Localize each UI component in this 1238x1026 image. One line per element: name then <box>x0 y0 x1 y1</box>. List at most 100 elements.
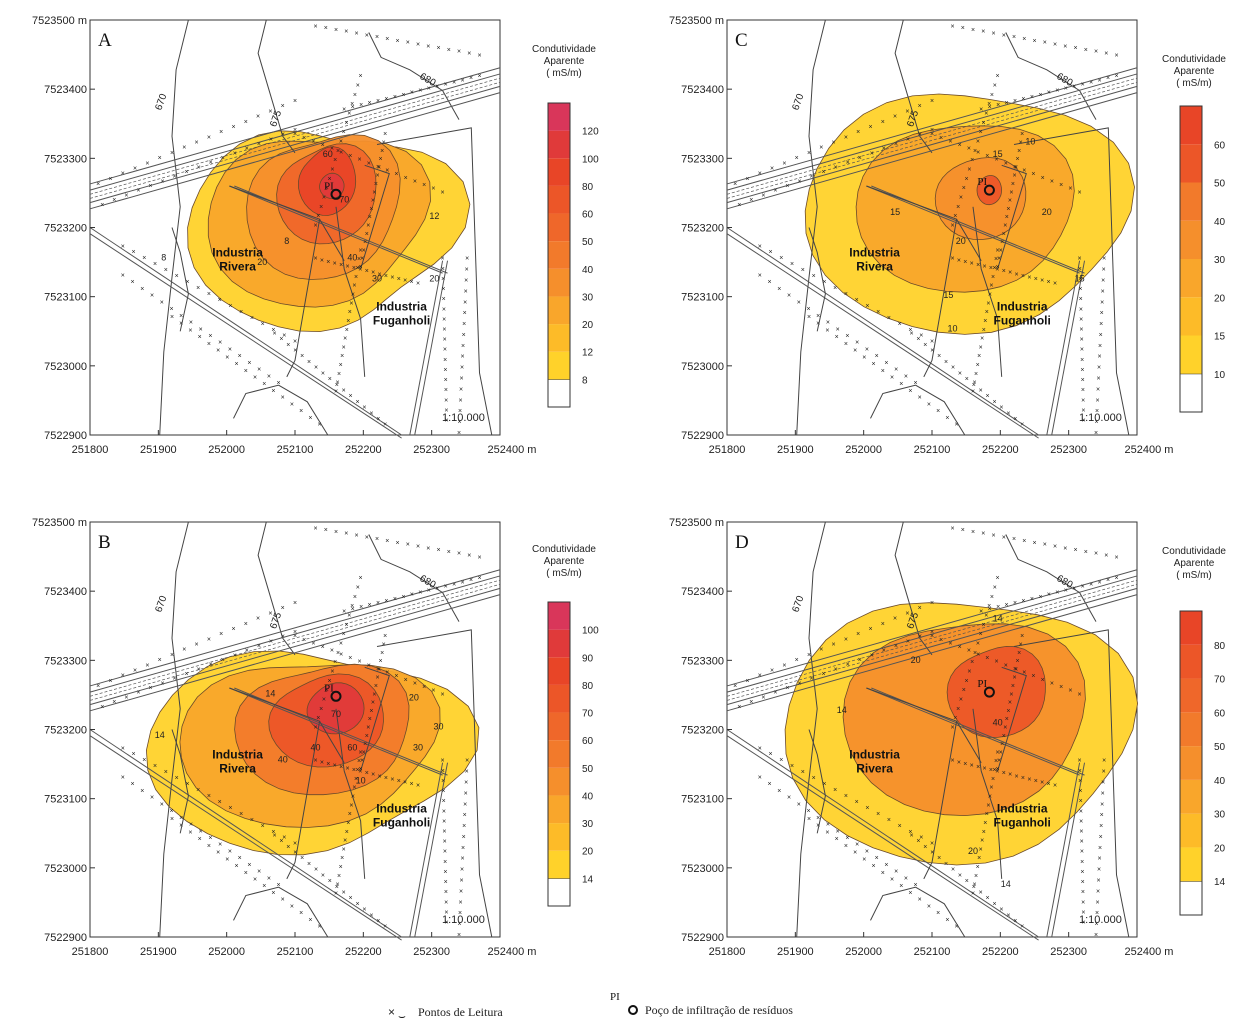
reading-point-mark: × <box>971 27 975 34</box>
reading-point-mark: × <box>986 802 990 809</box>
x-tick-label: 252200 <box>345 444 382 456</box>
reading-point-mark: × <box>130 279 134 286</box>
reading-point-mark: × <box>833 285 837 292</box>
reading-point-mark: × <box>1096 888 1100 895</box>
industry-rivera-label: Rivera <box>856 762 893 776</box>
reading-point-mark: × <box>1079 296 1083 303</box>
reading-point-mark: × <box>403 277 407 284</box>
reading-point-mark: × <box>988 291 992 298</box>
reading-point-mark: × <box>374 683 378 690</box>
reading-point-mark: × <box>930 841 934 848</box>
reading-point-mark: × <box>179 313 183 320</box>
reading-point-mark: × <box>333 260 337 267</box>
reading-point-mark: × <box>1013 918 1017 925</box>
reading-point-mark: × <box>999 247 1003 254</box>
legend-level-label: 50 <box>1214 742 1226 753</box>
reading-point-mark: × <box>855 842 859 849</box>
reading-point-mark: × <box>436 45 440 52</box>
reading-point-mark: × <box>904 373 908 380</box>
reading-point-mark: × <box>970 157 974 164</box>
reading-point-mark: × <box>1098 579 1102 586</box>
reading-point-mark: × <box>797 299 801 306</box>
reading-point-mark: × <box>160 299 164 306</box>
reading-point-mark: × <box>461 845 465 852</box>
reading-point-mark: × <box>371 270 375 277</box>
reading-point-mark: × <box>321 142 325 149</box>
legend-swatch <box>1180 678 1202 713</box>
reading-point-mark: × <box>1072 83 1076 90</box>
reading-point-mark: × <box>1080 367 1084 374</box>
legend-swatch <box>1180 847 1202 882</box>
reading-point-mark: × <box>343 838 347 845</box>
reading-point-mark: × <box>108 678 112 685</box>
reading-point-mark: × <box>955 924 959 931</box>
reading-point-mark: × <box>987 101 991 108</box>
reading-point-mark: × <box>1013 416 1017 423</box>
conductivity-contour <box>946 645 1046 738</box>
reading-point-mark: × <box>207 793 211 800</box>
reading-point-mark: × <box>1006 912 1010 919</box>
contour-label: 15 <box>890 207 900 217</box>
reading-point-mark: × <box>844 341 848 348</box>
reading-point-mark: × <box>372 189 376 196</box>
reading-point-mark: × <box>844 793 848 800</box>
reading-point-mark: × <box>444 377 448 384</box>
reading-point-mark: × <box>1040 779 1044 786</box>
reading-point-mark: × <box>1006 708 1010 715</box>
reading-point-mark: × <box>1003 725 1007 732</box>
reading-point-mark: × <box>164 267 168 274</box>
reading-point-mark: × <box>286 844 290 851</box>
legend-swatch <box>548 712 570 741</box>
reading-point-mark: × <box>351 606 355 613</box>
reading-point-mark: × <box>825 829 829 836</box>
reading-point-mark: × <box>352 283 356 290</box>
reading-point-mark: × <box>1013 600 1017 607</box>
legend-title: Condutividade <box>1162 546 1226 557</box>
reading-point-mark: × <box>313 725 317 732</box>
reading-point-mark: × <box>324 25 328 32</box>
reading-point-mark: × <box>359 604 363 611</box>
reading-point-mark: × <box>368 214 372 221</box>
reading-point-mark: × <box>401 92 405 99</box>
reading-point-mark: × <box>1031 673 1035 680</box>
reading-point-mark: × <box>979 106 983 113</box>
highway-line <box>89 92 501 210</box>
highway-line <box>726 587 1138 706</box>
reading-point-mark: × <box>982 829 986 836</box>
legend-title: Aparente <box>1174 66 1215 77</box>
reading-point-mark: × <box>898 321 902 328</box>
reading-point-mark: × <box>927 903 931 910</box>
reading-point-mark: × <box>335 884 339 891</box>
legend-level-label: 20 <box>582 847 594 858</box>
reading-point-mark: × <box>1089 581 1093 588</box>
reading-point-mark: × <box>339 149 343 156</box>
legend-level-label: 80 <box>582 182 594 193</box>
contour-label: 10 <box>947 323 957 333</box>
reading-point-mark: × <box>376 666 380 673</box>
reading-point-mark: × <box>208 333 212 340</box>
reading-point-mark: × <box>1063 43 1067 50</box>
reading-point-mark: × <box>395 38 399 45</box>
reading-point-mark: × <box>344 531 348 538</box>
reading-point-mark: × <box>761 694 765 701</box>
reading-point-mark: × <box>452 581 456 588</box>
reading-point-mark: × <box>334 891 338 898</box>
map-panel-B: × × × × × × × × × × × × × × × × × × × × × × × × × × × × × × × × × × × × × × × ×… <box>32 517 537 958</box>
reading-point-mark: × <box>1094 932 1098 939</box>
reading-point-mark: × <box>362 907 366 914</box>
industry-fuganholi-label: Industria <box>997 802 1048 816</box>
reading-point-mark: × <box>971 529 975 536</box>
reading-point-mark: × <box>377 666 381 673</box>
reading-point-mark: × <box>337 873 341 880</box>
reading-point-mark: × <box>444 387 448 394</box>
reading-point-mark: × <box>916 838 920 845</box>
reading-point-mark: × <box>442 808 446 815</box>
industry-fuganholi-label: Industria <box>376 300 427 314</box>
reading-point-mark: × <box>231 626 235 633</box>
reading-point-mark: × <box>344 622 348 629</box>
reading-point-mark: × <box>207 341 211 348</box>
reading-point-mark: × <box>797 178 801 185</box>
reading-point-mark: × <box>918 132 922 139</box>
reading-point-mark: × <box>321 370 325 377</box>
reading-point-mark: × <box>346 318 350 325</box>
